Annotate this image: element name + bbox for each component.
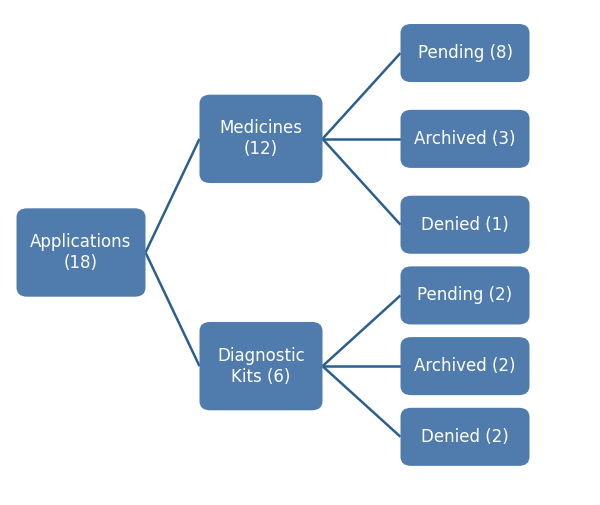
Text: Denied (2): Denied (2) (421, 428, 509, 446)
Text: Archived (3): Archived (3) (414, 130, 516, 148)
FancyBboxPatch shape (401, 267, 530, 325)
Text: Diagnostic
Kits (6): Diagnostic Kits (6) (217, 347, 305, 385)
Text: Denied (1): Denied (1) (421, 216, 509, 234)
FancyBboxPatch shape (401, 337, 530, 395)
FancyBboxPatch shape (17, 209, 146, 297)
FancyBboxPatch shape (401, 110, 530, 168)
FancyBboxPatch shape (199, 322, 323, 410)
FancyBboxPatch shape (401, 24, 530, 82)
Text: Archived (2): Archived (2) (414, 357, 516, 375)
FancyBboxPatch shape (401, 195, 530, 254)
FancyBboxPatch shape (401, 408, 530, 466)
Text: Pending (2): Pending (2) (418, 286, 512, 305)
FancyBboxPatch shape (199, 95, 323, 183)
Text: Applications
(18): Applications (18) (31, 233, 131, 272)
Text: Medicines
(12): Medicines (12) (220, 120, 302, 158)
Text: Pending (8): Pending (8) (418, 44, 512, 62)
